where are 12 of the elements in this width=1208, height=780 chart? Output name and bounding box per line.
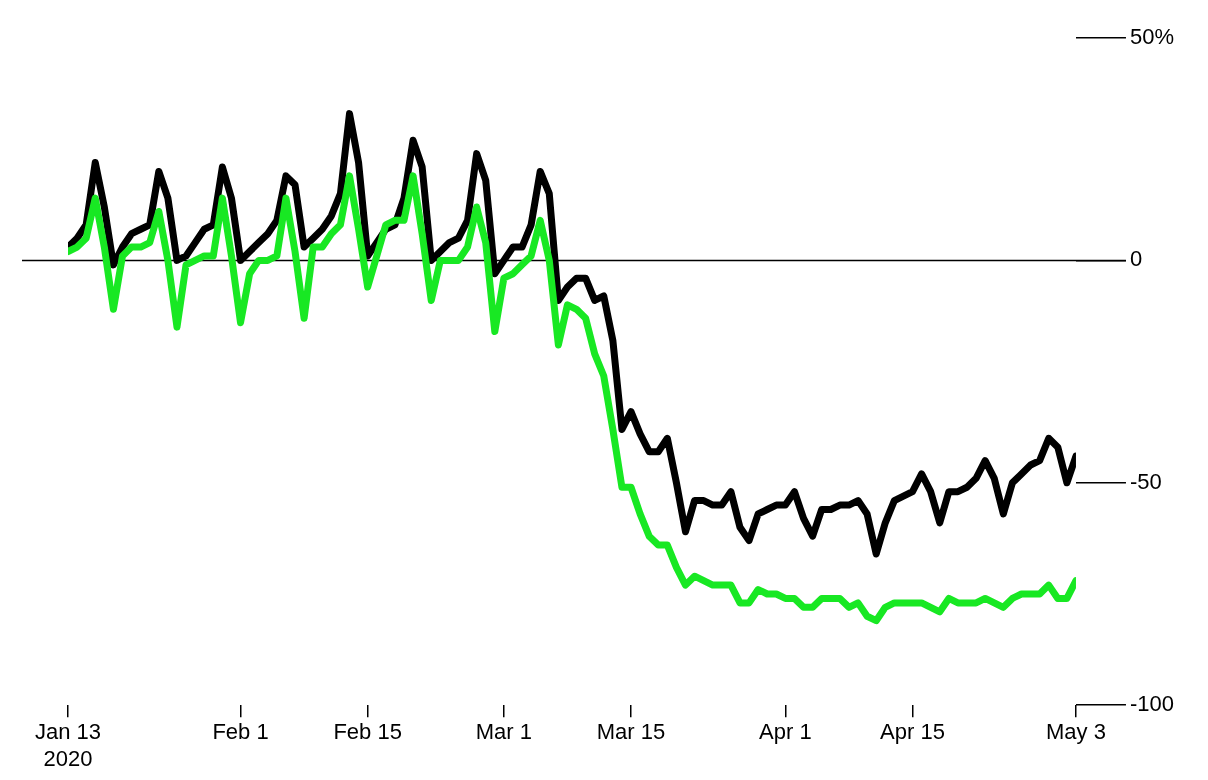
x-tick-label: Feb 1 — [212, 719, 269, 745]
x-tick-label: May 3 — [1046, 719, 1106, 745]
x-tick-label: Apr 15 — [880, 719, 945, 745]
y-tick-label: 0 — [1129, 246, 1143, 272]
x-tick-label: Apr 1 — [759, 719, 812, 745]
x-tick-label: Mar 15 — [596, 719, 666, 745]
x-tick-label: Mar 1 — [475, 719, 532, 745]
x-tick-label: Feb 15 — [333, 719, 402, 745]
y-tick-label: -50 — [1129, 468, 1162, 494]
x-tick-label: Jan 13 2020 — [34, 719, 102, 771]
y-tick-label: -100 — [1129, 691, 1175, 717]
y-tick-label: 50% — [1129, 24, 1175, 50]
